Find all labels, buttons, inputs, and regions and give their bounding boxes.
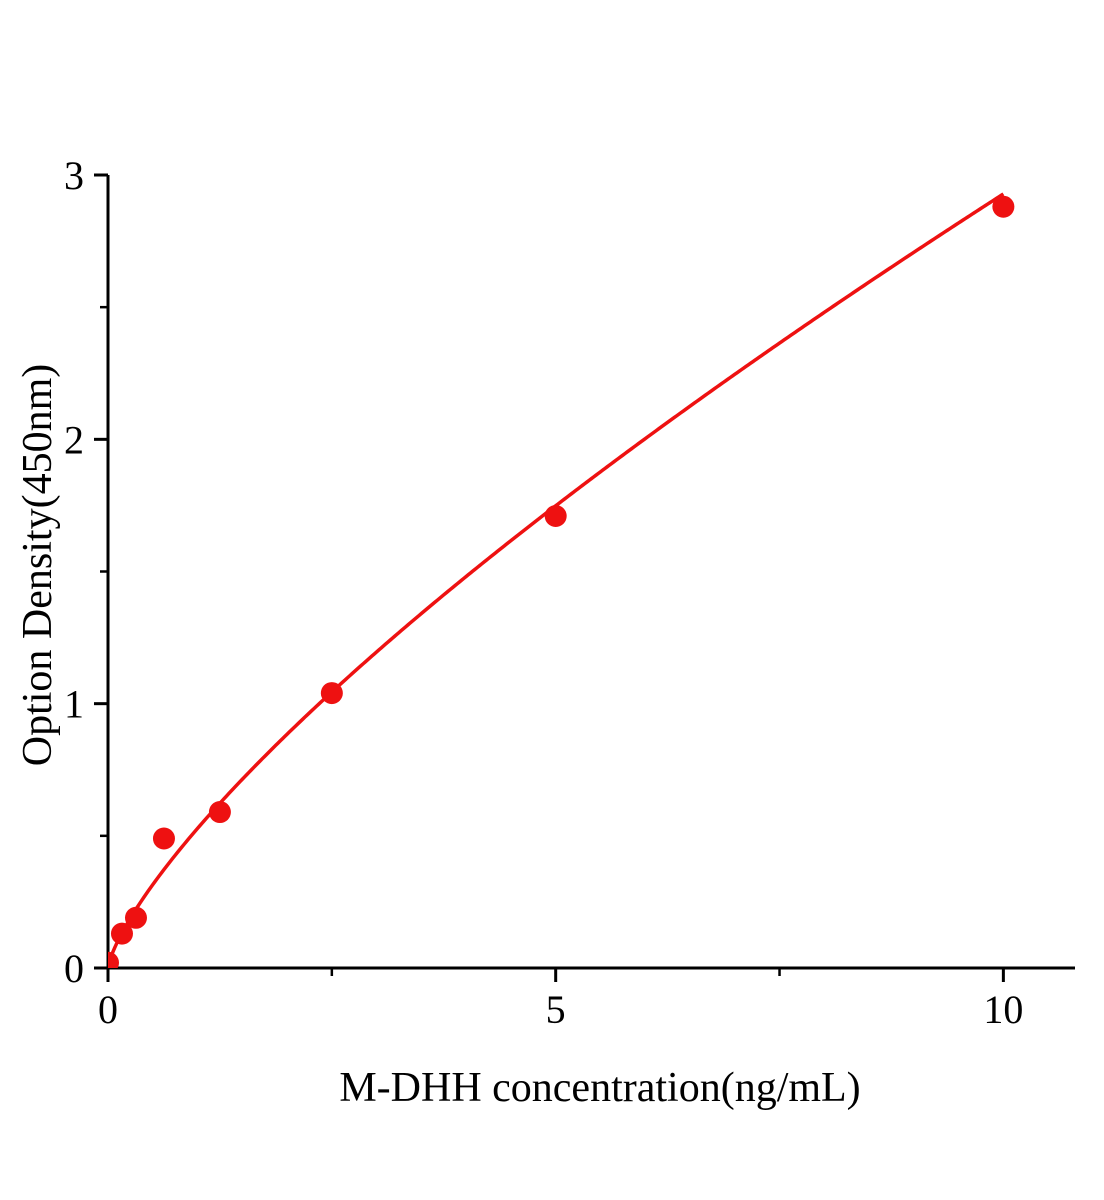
- data-point: [124, 906, 147, 929]
- y-tick-label: 1: [64, 682, 84, 727]
- data-point: [544, 504, 567, 527]
- x-tick-label: 0: [98, 987, 118, 1032]
- data-point: [320, 682, 343, 705]
- data-point: [992, 195, 1015, 218]
- x-tick-label: 10: [983, 987, 1023, 1032]
- y-tick-label: 2: [64, 417, 84, 462]
- fit-curve: [108, 192, 1005, 968]
- data-point: [208, 801, 231, 824]
- data-point: [108, 951, 119, 968]
- data-points: [108, 195, 1015, 968]
- data-point: [152, 827, 175, 850]
- x-tick-label: 5: [546, 987, 566, 1032]
- y-tick-label: 0: [64, 946, 84, 991]
- y-axis-title: Option Density(450nm): [15, 363, 61, 767]
- y-tick-label: 3: [64, 153, 84, 198]
- data-point: [110, 922, 133, 945]
- x-axis-title: M-DHH concentration(ng/mL): [339, 1065, 861, 1111]
